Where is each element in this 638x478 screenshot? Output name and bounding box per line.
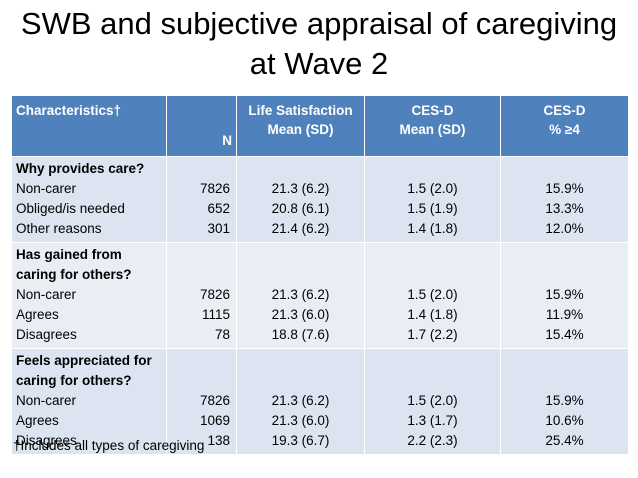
cell-value: 21.3 (6.2) xyxy=(271,181,330,196)
cell-value: 1.5 (2.0) xyxy=(407,393,458,408)
cell-value: 78 xyxy=(214,327,230,342)
cell-value: 10.6% xyxy=(545,413,584,428)
section-heading: Why provides care? xyxy=(16,161,145,176)
results-table: Characteristics† N Life Satisfaction Mea… xyxy=(11,95,629,455)
cell-value: 1.5 (2.0) xyxy=(407,181,458,196)
cell-value: 15.9% xyxy=(545,181,584,196)
cell-value: 12.0% xyxy=(545,221,584,236)
cell-value: 11.9% xyxy=(545,307,584,322)
header-characteristics: Characteristics† xyxy=(11,95,167,157)
header-n: N xyxy=(166,95,237,157)
header-cesd-mean: CES-D Mean (SD) xyxy=(364,95,501,157)
table-section-row: Why provides care? Non-carer Obliged/is ne… xyxy=(11,156,629,243)
cell-value: 1.5 (1.9) xyxy=(407,201,458,216)
cell-value: 21.4 (6.2) xyxy=(271,221,330,236)
characteristics-cell: Why provides care? Non-carer Obliged/is ne… xyxy=(11,156,167,243)
cell-value: 1.5 (2.0) xyxy=(407,287,458,302)
cell-value: 15.9% xyxy=(545,287,584,302)
cell-value: 138 xyxy=(207,433,230,448)
characteristics-cell: Feels appreciated for caring for others? N… xyxy=(11,348,167,455)
header-life-satisfaction: Life Satisfaction Mean (SD) xyxy=(236,95,365,157)
section-heading: Feels appreciated for xyxy=(16,353,152,368)
cell-value: 15.9% xyxy=(545,393,584,408)
cesd-pct-cell: 15.9% 11.9% 15.4% xyxy=(500,242,629,349)
cell-value: 19.3 (6.7) xyxy=(271,433,330,448)
cell-value: 1.4 (1.8) xyxy=(407,307,458,322)
cell-value: Agrees xyxy=(16,307,59,322)
cell-value: Other reasons xyxy=(16,221,102,236)
cell-value: Non-carer xyxy=(16,181,77,196)
cell-value: 2.2 (2.3) xyxy=(407,433,458,448)
section-heading: Has gained from xyxy=(16,247,122,262)
cell-value: 13.3% xyxy=(545,201,584,216)
cell-value: 1.7 (2.2) xyxy=(407,327,458,342)
n-cell: 7826 1069 138 xyxy=(166,348,237,455)
table-section-row: Feels appreciated for caring for others? N… xyxy=(11,348,629,455)
cell-value: Disagrees xyxy=(16,433,77,448)
cesd-mean-cell: 1.5 (2.0) 1.4 (1.8) 1.7 (2.2) xyxy=(364,242,501,349)
cell-value: 25.4% xyxy=(545,433,584,448)
cell-value: 21.3 (6.2) xyxy=(271,287,330,302)
cell-value: 301 xyxy=(207,221,230,236)
cell-value: 21.3 (6.0) xyxy=(271,307,330,322)
cell-value: 15.4% xyxy=(545,327,584,342)
characteristics-cell: Has gained from caring for others? Non-car… xyxy=(11,242,167,349)
cell-value: Obliged/is needed xyxy=(16,201,125,216)
cell-value: Non-carer xyxy=(16,287,77,302)
cesd-mean-cell: 1.5 (2.0) 1.3 (1.7) 2.2 (2.3) xyxy=(364,348,501,455)
cesd-mean-cell: 1.5 (2.0) 1.5 (1.9) 1.4 (1.8) xyxy=(364,156,501,243)
life-satisfaction-cell: 21.3 (6.2) 21.3 (6.0) 18.8 (7.6) xyxy=(236,242,365,349)
cell-value: 1.3 (1.7) xyxy=(407,413,458,428)
cesd-pct-cell: 15.9% 13.3% 12.0% xyxy=(500,156,629,243)
footnote: †Includes all types of caregiving xyxy=(13,438,205,453)
cell-value: 652 xyxy=(207,201,230,216)
life-satisfaction-cell: 21.3 (6.2) 20.8 (6.1) 21.4 (6.2) xyxy=(236,156,365,243)
cell-value: 1.4 (1.8) xyxy=(407,221,458,236)
table-section-row: Has gained from caring for others? Non-car… xyxy=(11,242,629,349)
cesd-pct-cell: 15.9% 10.6% 25.4% xyxy=(500,348,629,455)
cell-value: 18.8 (7.6) xyxy=(271,327,330,342)
title-line-2: at Wave 2 xyxy=(249,46,389,81)
cell-value: 7826 xyxy=(199,287,230,302)
header-row: Characteristics† N Life Satisfaction Mea… xyxy=(11,95,629,157)
cell-value: 21.3 (6.0) xyxy=(271,413,330,428)
header-cesd-pct: CES-D % ≥4 xyxy=(500,95,629,157)
n-cell: 7826 1115 78 xyxy=(166,242,237,349)
cell-value: 7826 xyxy=(199,181,230,196)
slide-title: SWB and subjective appraisal of caregivi… xyxy=(0,4,638,84)
section-heading: caring for others? xyxy=(16,373,132,388)
cell-value: 1115 xyxy=(201,307,230,322)
n-cell: 7826 652 301 xyxy=(166,156,237,243)
cell-value: 20.8 (6.1) xyxy=(271,201,330,216)
life-satisfaction-cell: 21.3 (6.2) 21.3 (6.0) 19.3 (6.7) xyxy=(236,348,365,455)
cell-value: Non-carer xyxy=(16,393,77,408)
cell-value: 7826 xyxy=(199,393,230,408)
cell-value: Agrees xyxy=(16,413,59,428)
title-line-1: SWB and subjective appraisal of caregivi… xyxy=(20,6,618,41)
cell-value: 1069 xyxy=(199,413,230,428)
section-heading: caring for others? xyxy=(16,267,132,282)
cell-value: Disagrees xyxy=(16,327,77,342)
cell-value: 21.3 (6.2) xyxy=(271,393,330,408)
